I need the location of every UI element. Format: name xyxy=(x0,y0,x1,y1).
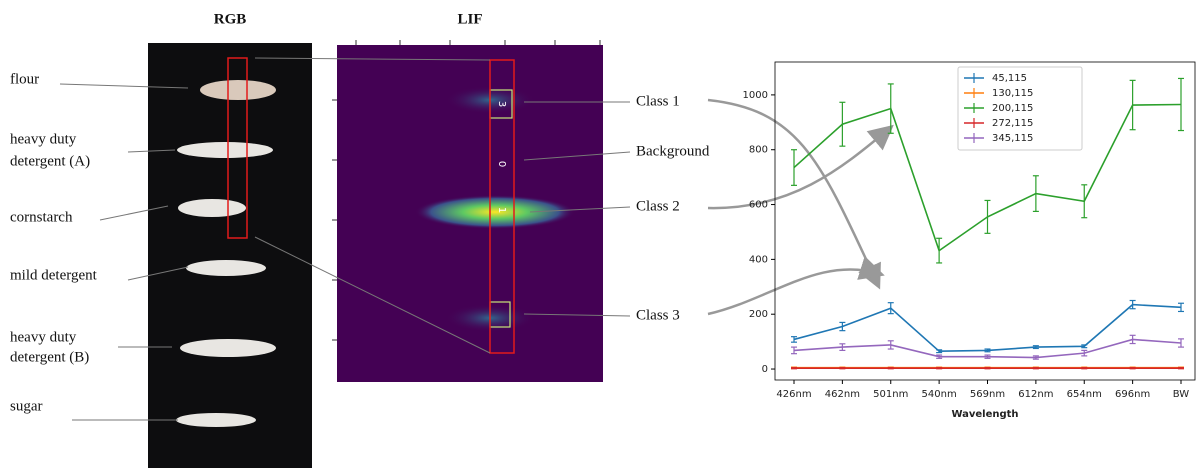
sample-label: sugar xyxy=(10,398,43,414)
x-tick-label: 696nm xyxy=(1115,389,1150,400)
sample-label: detergent (B) xyxy=(10,349,89,365)
region-mark: 0 xyxy=(496,161,507,167)
error-bar xyxy=(936,368,942,369)
y-tick-label: 400 xyxy=(749,254,768,265)
y-tick-label: 0 xyxy=(762,364,768,375)
y-tick-label: 200 xyxy=(749,309,768,320)
legend-label: 345,115 xyxy=(992,133,1033,144)
x-axis-title: Wavelength xyxy=(951,409,1018,420)
y-tick-label: 800 xyxy=(749,145,768,156)
x-tick-label: 540nm xyxy=(922,389,957,400)
panel-title: RGB xyxy=(214,11,247,27)
arrow xyxy=(708,100,890,314)
sample-label: heavy duty xyxy=(10,329,77,345)
error-bar xyxy=(1178,368,1184,369)
region-mark: 3 xyxy=(496,101,507,107)
sample-label: heavy duty xyxy=(10,131,77,147)
series-line xyxy=(794,305,1181,352)
error-bar xyxy=(888,368,894,369)
y-tick-label: 1000 xyxy=(743,90,768,101)
error-bar xyxy=(1081,368,1087,369)
sample-label: cornstarch xyxy=(10,209,73,225)
x-tick-label: 612nm xyxy=(1018,389,1053,400)
error-bar xyxy=(1033,368,1039,369)
panel-title: LIF xyxy=(457,11,482,27)
region-mark: 1 xyxy=(496,207,507,213)
y-tick-label: 600 xyxy=(749,200,768,211)
figure: RGB LIF flour heavy duty detergent (A) cornst… xyxy=(0,0,1196,468)
sample-label: flour xyxy=(10,71,39,87)
error-bar xyxy=(985,200,991,233)
x-tick-label: 654nm xyxy=(1067,389,1102,400)
x-tick-label: 426nm xyxy=(776,389,811,400)
legend-label: 200,115 xyxy=(992,103,1033,114)
class-label: Background xyxy=(636,143,710,159)
sample-label: detergent (A) xyxy=(10,153,90,169)
x-tick-label: 462nm xyxy=(825,389,860,400)
error-bar xyxy=(839,368,845,369)
x-tick-label: 569nm xyxy=(970,389,1005,400)
lif-blob xyxy=(415,195,575,229)
x-tick-label: BW xyxy=(1173,389,1190,400)
legend-label: 272,115 xyxy=(992,118,1033,129)
rgb-photo xyxy=(148,43,312,468)
class-label: Class 3 xyxy=(636,307,680,323)
class-label: Class 2 xyxy=(636,198,680,214)
error-bar xyxy=(791,368,797,369)
sample-label: mild detergent xyxy=(10,267,98,283)
error-bar xyxy=(985,368,991,369)
error-bar xyxy=(1130,368,1136,369)
x-tick-label: 501nm xyxy=(873,389,908,400)
legend-label: 130,115 xyxy=(992,88,1033,99)
legend-label: 45,115 xyxy=(992,73,1027,84)
class-label: Class 1 xyxy=(636,93,680,109)
error-bar xyxy=(791,150,797,186)
